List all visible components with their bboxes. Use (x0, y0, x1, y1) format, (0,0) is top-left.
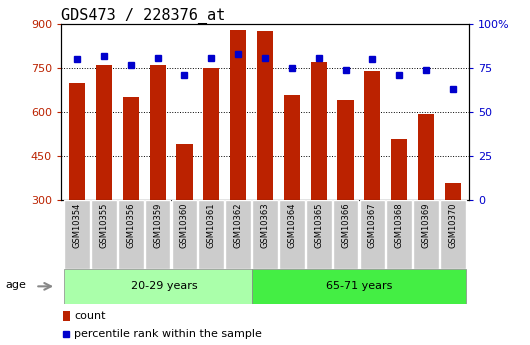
Text: GDS473 / 228376_at: GDS473 / 228376_at (61, 8, 225, 24)
Bar (64, 269, 252, 304)
Text: GSM10355: GSM10355 (100, 203, 109, 248)
Bar (279, 200, 305, 269)
Text: GSM10363: GSM10363 (261, 203, 269, 248)
Bar (96, 65, 112, 200)
Bar (203, 68, 219, 200)
Text: age: age (5, 280, 26, 289)
Bar (306, 200, 332, 269)
Bar (149, 65, 166, 200)
Text: GSM10360: GSM10360 (180, 203, 189, 248)
Bar (284, 95, 300, 200)
Bar (69, 83, 85, 200)
Bar (386, 200, 412, 269)
Bar (198, 200, 224, 269)
Text: GSM10367: GSM10367 (368, 203, 377, 248)
Text: GSM10362: GSM10362 (234, 203, 243, 248)
Text: percentile rank within the sample: percentile rank within the sample (74, 329, 262, 339)
Text: GSM10369: GSM10369 (421, 203, 430, 248)
Bar (64, 200, 90, 269)
Text: GSM10370: GSM10370 (448, 203, 457, 248)
Text: GSM10365: GSM10365 (314, 203, 323, 248)
Bar (440, 200, 466, 269)
Text: GSM10366: GSM10366 (341, 203, 350, 248)
Text: count: count (74, 311, 105, 321)
Text: 65-71 years: 65-71 years (326, 282, 392, 291)
Bar (359, 200, 385, 269)
Text: 20-29 years: 20-29 years (131, 282, 198, 291)
Bar (418, 114, 434, 200)
Text: GSM10356: GSM10356 (126, 203, 135, 248)
Text: GSM10361: GSM10361 (207, 203, 216, 248)
Bar (333, 200, 358, 269)
Bar (252, 200, 278, 269)
Bar (225, 200, 251, 269)
Bar (230, 30, 246, 200)
Bar (123, 97, 139, 200)
Text: GSM10359: GSM10359 (153, 203, 162, 248)
Bar (413, 200, 439, 269)
Bar (252, 269, 466, 304)
Bar (338, 100, 354, 200)
Bar (391, 139, 407, 200)
Bar (257, 31, 273, 200)
Bar (118, 200, 144, 269)
Text: GSM10354: GSM10354 (73, 203, 82, 248)
Bar (176, 144, 192, 200)
Bar (311, 62, 327, 200)
Text: GSM10368: GSM10368 (395, 203, 404, 248)
Bar (145, 200, 171, 269)
Bar (91, 200, 117, 269)
Bar (172, 200, 197, 269)
Bar (445, 183, 461, 200)
Text: GSM10364: GSM10364 (287, 203, 296, 248)
Bar (364, 71, 381, 200)
Bar (63, 311, 70, 321)
